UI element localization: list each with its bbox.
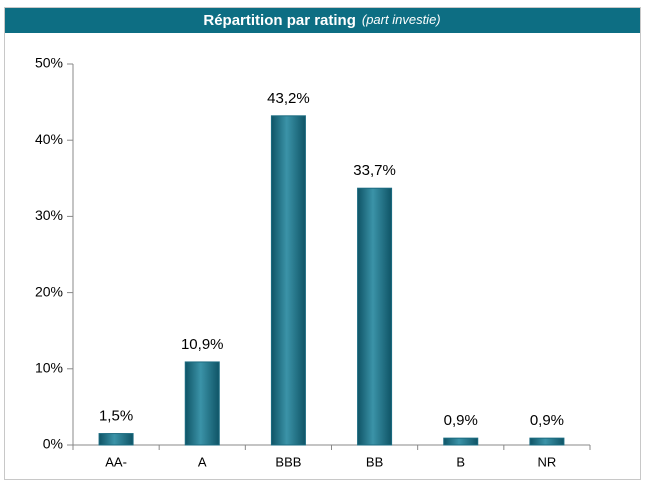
title-bar [5, 8, 640, 33]
bar [357, 187, 393, 446]
chart-border [4, 7, 641, 480]
value-label: 1,5% [99, 408, 133, 425]
subtitle: (part investie) [362, 12, 441, 27]
x-tick-label: BB [366, 454, 383, 469]
value-label: 10,9% [181, 336, 224, 353]
y-tick-label: 0% [43, 436, 63, 452]
x-tick-label: BBB [275, 454, 301, 469]
value-label: 43,2% [267, 90, 310, 107]
y-tick-label: 30% [35, 207, 63, 223]
x-tick-label: B [456, 454, 465, 469]
value-label: 0,9% [530, 412, 564, 429]
bar [184, 361, 220, 446]
bar [270, 115, 306, 446]
x-tick-label: AA- [105, 454, 127, 469]
chart-title: Répartition par rating (part investie) [203, 12, 440, 29]
value-label: 33,7% [353, 162, 396, 179]
bar [529, 437, 565, 446]
x-tick-label: NR [538, 454, 557, 469]
y-tick-label: 40% [35, 131, 63, 147]
y-tick-label: 10% [35, 360, 63, 376]
y-tick-label: 20% [35, 283, 63, 299]
value-label: 0,9% [444, 412, 478, 429]
y-tick-label: 50% [35, 55, 63, 71]
x-tick-label: A [198, 454, 207, 469]
bar [443, 437, 479, 446]
title: Répartition par rating [203, 12, 356, 29]
bar [98, 433, 134, 446]
